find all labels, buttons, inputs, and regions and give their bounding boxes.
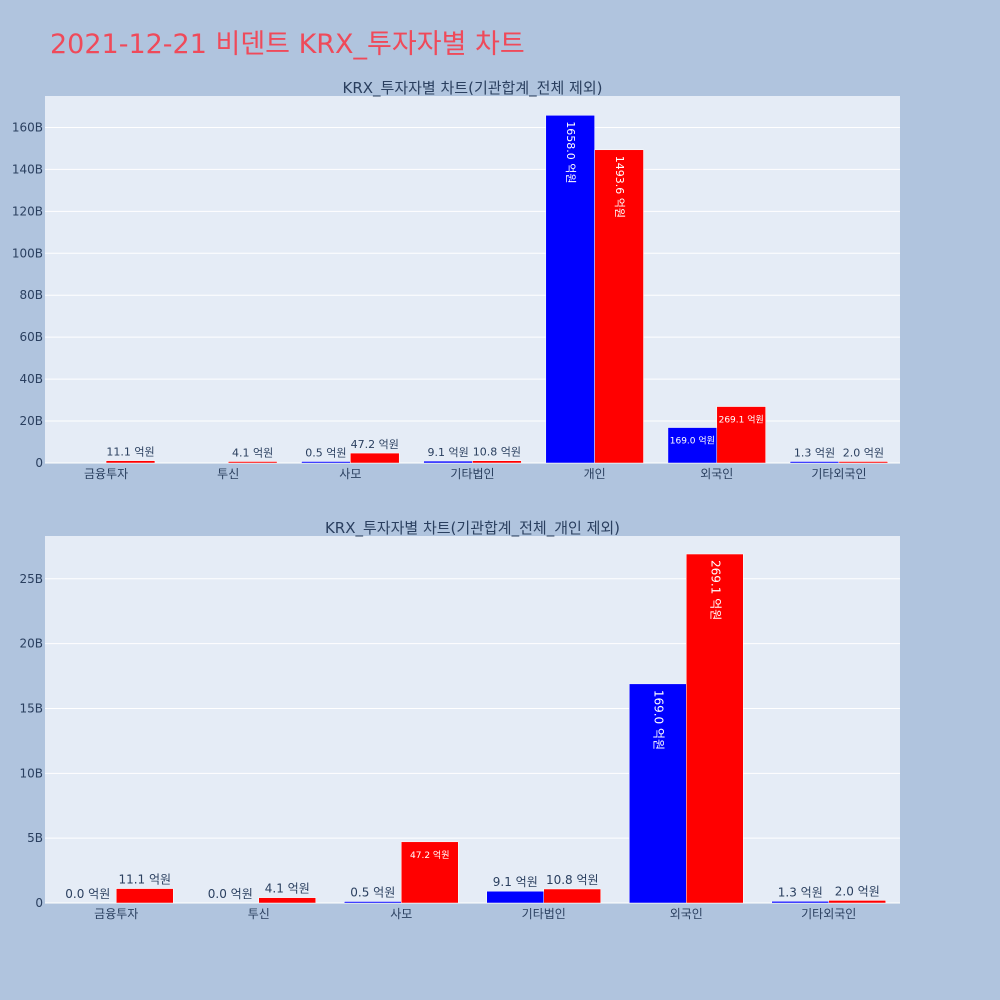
x-tick-label: 사모 xyxy=(390,907,412,921)
data-label: 11.1 억원 xyxy=(106,446,154,459)
data-label: 1658.0 억원 xyxy=(564,121,577,183)
bar-series-2 xyxy=(828,900,886,904)
x-tick-label: 금융투자 xyxy=(94,907,138,921)
bar-series-1 xyxy=(771,901,829,904)
x-tick-label: 외국인 xyxy=(670,907,703,921)
data-label: 169.0 억원 xyxy=(651,690,665,750)
bar-series-1 xyxy=(667,427,718,464)
data-label: 169.0 억원 xyxy=(670,435,715,447)
chart-title: KRX_투자자별 차트(기관합계_전체 제외) xyxy=(343,79,603,98)
x-tick-label: 개인 xyxy=(584,467,606,481)
bar-series-1 xyxy=(545,115,595,464)
y-tick-label: 140B xyxy=(12,162,43,176)
data-label: 269.1 억원 xyxy=(719,414,764,426)
data-label: 0.0 억원 xyxy=(65,887,110,901)
y-tick-label: 120B xyxy=(12,204,43,218)
plot-area xyxy=(45,536,900,903)
data-label: 269.1 억원 xyxy=(708,560,722,620)
bar-series-1 xyxy=(486,890,544,904)
y-tick-label: 10B xyxy=(19,766,43,780)
data-label: 4.1 억원 xyxy=(232,447,273,460)
chart-investor-all: KRX_투자자별 차트(기관합계_전체 제외) 0 20B 40B 60B 80B 100B… xyxy=(12,79,900,481)
y-tick-label: 0 xyxy=(35,896,43,910)
y-tick-label: 80B xyxy=(19,288,43,302)
data-label: 10.8 억원 xyxy=(473,446,521,459)
x-tick-label: 기타법인 xyxy=(450,467,494,481)
data-label: 9.1 억원 xyxy=(427,446,468,459)
y-tick-label: 20B xyxy=(19,637,43,651)
data-label: 2.0 억원 xyxy=(835,884,880,898)
data-label: 47.2 억원 xyxy=(351,438,399,451)
data-label: 0.5 억원 xyxy=(305,447,346,460)
x-tick-label: 사모 xyxy=(339,467,361,481)
bar-series-2 xyxy=(401,841,459,904)
bar-series-2 xyxy=(227,461,278,464)
y-tick-label: 160B xyxy=(12,120,43,134)
y-tick-label: 40B xyxy=(19,372,43,386)
bar-series-2 xyxy=(258,897,316,904)
bar-series-2 xyxy=(543,888,601,904)
y-tick-label: 100B xyxy=(12,246,43,260)
bar-series-2 xyxy=(716,406,766,464)
plot-area xyxy=(45,96,900,463)
chart-title: KRX_투자자별 차트(기관합계_전체_개인 제외) xyxy=(325,519,620,538)
x-tick-label: 외국인 xyxy=(700,467,733,481)
y-tick-label: 5B xyxy=(27,831,43,845)
bar-series-2 xyxy=(472,460,522,464)
y-tick-label: 60B xyxy=(19,330,43,344)
data-label: 1.3 억원 xyxy=(794,447,835,460)
data-label: 47.2 억원 xyxy=(410,849,449,861)
x-tick-label: 기타외국인 xyxy=(811,467,866,481)
data-label: 1.3 억원 xyxy=(778,885,823,899)
bar-series-2 xyxy=(116,888,174,904)
data-label: 10.8 억원 xyxy=(546,873,599,887)
bar-series-1 xyxy=(344,901,402,904)
bar-series-2 xyxy=(686,553,744,904)
y-tick-label: 20B xyxy=(19,414,43,428)
x-tick-label: 투신 xyxy=(248,907,270,921)
data-label: 11.1 억원 xyxy=(118,873,171,887)
x-tick-label: 투신 xyxy=(217,467,239,481)
data-label: 0.0 억원 xyxy=(208,887,253,901)
data-label: 4.1 억원 xyxy=(265,882,310,896)
page-title: 2021-12-21 비덴트 KRX_투자자별 차트 xyxy=(50,29,525,60)
data-label: 0.5 억원 xyxy=(350,886,395,900)
data-label: 1493.6 억원 xyxy=(613,156,626,218)
bar-series-2 xyxy=(105,460,156,464)
x-tick-label: 기타외국인 xyxy=(801,907,856,921)
bar-series-2 xyxy=(838,461,889,464)
y-tick-label: 25B xyxy=(19,572,43,586)
y-tick-label: 0 xyxy=(35,456,43,470)
bar-series-2 xyxy=(350,452,400,464)
bar-series-1 xyxy=(629,683,687,904)
x-tick-label: 금융투자 xyxy=(84,467,128,481)
x-tick-label: 기타법인 xyxy=(522,907,566,921)
bar-series-2 xyxy=(594,149,644,464)
y-tick-label: 15B xyxy=(19,701,43,715)
data-label: 2.0 억원 xyxy=(843,447,884,460)
data-label: 9.1 억원 xyxy=(493,875,538,889)
